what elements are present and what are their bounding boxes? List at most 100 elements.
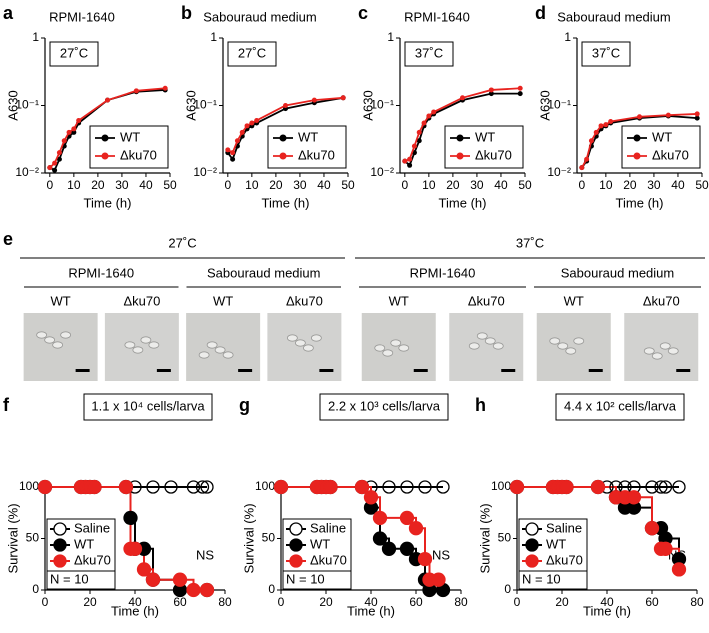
x-tick-label: 20: [446, 178, 460, 192]
cell: [468, 342, 480, 350]
point: [145, 572, 161, 587]
strain: WT: [213, 293, 233, 308]
legend-marker: [101, 152, 109, 160]
point: [283, 103, 288, 108]
medium: RPMI-1640: [410, 265, 476, 280]
point: [249, 120, 255, 126]
point: [436, 480, 450, 494]
x-tick-label: 10: [245, 178, 259, 192]
y-tick-label: 0: [504, 582, 511, 596]
point: [127, 541, 143, 556]
point: [418, 480, 432, 494]
point: [637, 114, 642, 120]
point: [488, 87, 494, 93]
legend-label: Δku70: [546, 552, 583, 567]
point: [654, 480, 668, 494]
annotation: 37˚C: [415, 45, 443, 60]
x-axis-label: Time (h): [84, 195, 132, 210]
point: [417, 551, 433, 567]
title: Sabouraud medium: [557, 9, 670, 24]
x-axis-label: Time (h): [111, 603, 159, 618]
cell: [198, 351, 210, 359]
point: [694, 111, 700, 117]
cell: [557, 342, 569, 350]
point: [431, 572, 446, 587]
x-axis-label: Time (h): [347, 603, 395, 618]
panel-label: f: [3, 395, 10, 415]
annotation-box: [227, 41, 277, 67]
point: [411, 143, 417, 149]
cell: [382, 349, 394, 357]
temperature: 37˚C: [516, 235, 544, 250]
point: [105, 97, 110, 103]
series-line: [404, 87, 521, 162]
x-tick-label: 0: [42, 595, 49, 609]
point: [76, 117, 82, 123]
scale-bar: [413, 369, 428, 372]
y-tick-label: 10⁻²: [15, 165, 39, 179]
y-tick-label: 10⁻²: [547, 165, 571, 179]
legend-marker: [289, 522, 303, 536]
scale-bar: [319, 369, 334, 372]
y-axis-label: Survival (%): [241, 503, 256, 573]
scale-bar: [501, 369, 516, 372]
y-tick-label: 50: [262, 531, 276, 545]
annotation: 27˚C: [60, 45, 88, 60]
legend-label: WT: [310, 536, 330, 551]
point: [559, 479, 574, 495]
point: [200, 480, 214, 494]
x-tick-label: 30: [293, 178, 307, 192]
point: [186, 582, 201, 598]
cell: [132, 346, 144, 354]
x-tick-label: 40: [600, 595, 614, 609]
point: [186, 480, 201, 494]
point: [407, 156, 413, 162]
legend-marker: [53, 538, 67, 552]
point: [407, 162, 413, 168]
y-tick-label: 100: [491, 479, 511, 493]
point: [509, 479, 525, 495]
x-tick-label: 40: [317, 178, 331, 192]
legend-marker: [279, 152, 287, 160]
point: [665, 112, 671, 118]
point: [172, 572, 188, 587]
point: [400, 480, 414, 494]
annotation-box: [319, 393, 449, 421]
legend-label: Δku70: [310, 552, 347, 567]
title: Sabouraud medium: [203, 9, 316, 24]
x-tick-label: 80: [690, 595, 704, 609]
y-tick-label: 0: [32, 582, 39, 596]
x-tick-label: 0: [401, 178, 408, 192]
cell: [573, 337, 585, 345]
x-tick-label: 60: [409, 595, 423, 609]
series-line: [227, 96, 344, 154]
x-tick-label: 50: [518, 178, 532, 192]
cell: [286, 334, 298, 342]
point: [146, 480, 160, 494]
n-label: N = 10: [286, 571, 325, 586]
point: [239, 129, 245, 135]
legend-box: [89, 125, 169, 169]
legend-label: WT: [652, 129, 672, 144]
x-tick-label: 20: [623, 178, 637, 192]
y-tick-label: 1: [32, 30, 39, 44]
medium: RPMI-1640: [68, 265, 134, 280]
x-tick-label: 0: [278, 595, 285, 609]
point: [164, 480, 178, 494]
temperature: 27˚C: [168, 235, 196, 250]
legend-marker: [456, 152, 464, 160]
cell: [222, 351, 234, 359]
x-tick-label: 60: [173, 595, 187, 609]
annotation: 1.1 x 10⁴ cells/larva: [91, 398, 205, 413]
x-tick-label: 40: [671, 178, 685, 192]
point: [593, 129, 599, 135]
point: [421, 120, 427, 126]
legend-marker: [525, 538, 539, 552]
point: [323, 479, 338, 495]
scale-bar: [75, 369, 90, 372]
point: [694, 115, 700, 121]
y-tick-label: 1: [564, 30, 571, 44]
scale-bar: [588, 369, 603, 372]
x-tick-label: 0: [578, 178, 585, 192]
point: [363, 490, 379, 505]
